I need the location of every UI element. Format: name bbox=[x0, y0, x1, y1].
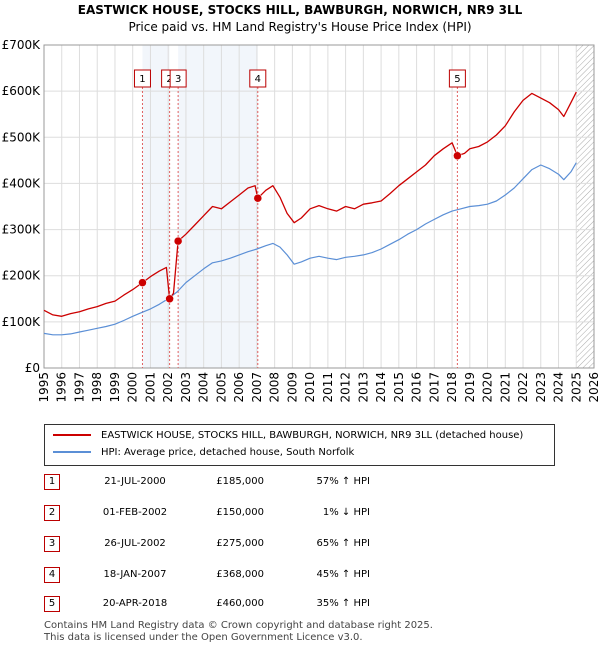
sale-number: 2 bbox=[44, 505, 60, 521]
y-tick-label: £100K bbox=[2, 315, 42, 329]
x-tick-label: 2026 bbox=[587, 372, 600, 403]
x-tick-label: 2014 bbox=[374, 372, 388, 403]
x-tick-label: 1995 bbox=[37, 372, 51, 403]
plot-frame bbox=[43, 44, 595, 369]
x-tick-label: 2001 bbox=[143, 372, 157, 403]
x-tick-label: 2023 bbox=[534, 372, 548, 403]
x-tick-label: 2025 bbox=[569, 372, 583, 403]
sale-point bbox=[173, 236, 183, 246]
x-tick-label: 1998 bbox=[90, 372, 104, 403]
sale-point bbox=[165, 294, 174, 304]
sale-price: £275,000 bbox=[216, 538, 264, 549]
sale-number: 4 bbox=[44, 567, 60, 583]
y-tick-label: £300K bbox=[2, 223, 42, 237]
sale-hpi-change: 45% ↑ HPI bbox=[316, 569, 370, 580]
sale-hpi-change: 35% ↑ HPI bbox=[316, 598, 370, 609]
x-tick-label: 2024 bbox=[552, 372, 566, 403]
sale-hpi-change: 57% ↑ HPI bbox=[316, 476, 370, 487]
sale-price: £150,000 bbox=[216, 507, 264, 518]
sale-marker-box bbox=[133, 69, 151, 88]
sale-shading bbox=[178, 45, 258, 368]
hpi-line bbox=[43, 162, 577, 336]
x-tick-label: 2010 bbox=[303, 372, 317, 403]
legend-item-property: EASTWICK HOUSE, STOCKS HILL, BAWBURGH, N… bbox=[53, 428, 523, 444]
sale-marker-label: 5 bbox=[454, 74, 460, 85]
sale-point bbox=[138, 278, 147, 287]
sale-price: £185,000 bbox=[216, 476, 264, 487]
forecast-hatch bbox=[576, 45, 594, 368]
x-tick-label: 2019 bbox=[463, 372, 477, 403]
sale-price: £460,000 bbox=[216, 598, 264, 609]
x-tick-label: 1999 bbox=[108, 372, 122, 403]
sale-marker-box bbox=[169, 69, 187, 88]
x-tick-label: 2011 bbox=[321, 372, 335, 403]
sale-point bbox=[453, 151, 462, 160]
x-tick-label: 2007 bbox=[250, 372, 264, 403]
sale-price: £368,000 bbox=[216, 569, 264, 580]
x-tick-label: 2009 bbox=[285, 372, 299, 403]
y-tick-label: £500K bbox=[2, 130, 42, 144]
sale-marker-box bbox=[448, 69, 466, 88]
y-tick-label: £600K bbox=[2, 84, 42, 98]
x-tick-label: 2016 bbox=[410, 372, 424, 403]
y-tick-label: £400K bbox=[2, 176, 42, 190]
y-tick-label: £700K bbox=[2, 38, 42, 52]
chart-title: EASTWICK HOUSE, STOCKS HILL, BAWBURGH, N… bbox=[77, 3, 523, 17]
chart-subtitle: Price paid vs. HM Land Registry's House … bbox=[128, 20, 472, 34]
legend-item-hpi: HPI: Average price, detached house, Sout… bbox=[53, 445, 354, 461]
x-tick-label: 2017 bbox=[427, 372, 441, 403]
sale-number: 3 bbox=[44, 536, 60, 552]
x-tick-label: 2005 bbox=[214, 372, 228, 403]
sale-number: 1 bbox=[44, 474, 60, 490]
legend-swatch-hpi bbox=[53, 451, 91, 453]
sale-marker-label: 1 bbox=[139, 74, 145, 85]
sale-shading bbox=[142, 45, 170, 368]
x-tick-label: 2002 bbox=[161, 372, 175, 403]
sale-marker-label: 2 bbox=[166, 74, 172, 85]
x-tick-label: 2003 bbox=[179, 372, 193, 403]
sale-date: 01-FEB-2002 bbox=[102, 507, 168, 518]
x-tick-label: 2006 bbox=[232, 372, 246, 403]
x-tick-label: 2000 bbox=[126, 372, 140, 403]
sale-marker-label: 4 bbox=[255, 74, 261, 85]
x-tick-label: 2020 bbox=[481, 372, 495, 403]
sale-point bbox=[253, 193, 263, 203]
x-tick-label: 1996 bbox=[55, 372, 69, 403]
legend-label-property: EASTWICK HOUSE, STOCKS HILL, BAWBURGH, N… bbox=[101, 430, 524, 441]
sale-date: 26-JUL-2002 bbox=[104, 538, 166, 549]
y-tick-label: £200K bbox=[2, 269, 42, 283]
x-tick-label: 2015 bbox=[392, 372, 406, 403]
legend-swatch-property bbox=[53, 434, 91, 436]
x-tick-label: 2004 bbox=[197, 372, 211, 403]
sale-number: 5 bbox=[44, 596, 60, 612]
x-tick-label: 1997 bbox=[72, 372, 86, 403]
x-tick-label: 2013 bbox=[356, 372, 370, 403]
sale-hpi-change: 65% ↑ HPI bbox=[316, 538, 370, 549]
sale-marker-box bbox=[249, 69, 267, 88]
footer: Contains HM Land Registry data © Crown c… bbox=[44, 620, 433, 644]
sale-marker-label: 3 bbox=[175, 74, 181, 85]
legend-label-hpi: HPI: Average price, detached house, Sout… bbox=[101, 447, 355, 458]
x-tick-label: 2022 bbox=[516, 372, 530, 403]
footer-licence: This data is licensed under the Open Gov… bbox=[44, 632, 363, 643]
x-tick-label: 2012 bbox=[339, 372, 353, 403]
footer-copyright: Contains HM Land Registry data © Crown c… bbox=[44, 620, 433, 631]
sale-date: 18-JAN-2007 bbox=[103, 569, 167, 580]
x-tick-label: 2021 bbox=[498, 372, 512, 403]
plot-area bbox=[44, 45, 594, 368]
x-tick-label: 2018 bbox=[445, 372, 459, 403]
legend: EASTWICK HOUSE, STOCKS HILL, BAWBURGH, N… bbox=[44, 424, 555, 466]
sale-hpi-change: 1% ↓ HPI bbox=[322, 507, 370, 518]
x-tick-label: 2008 bbox=[268, 372, 282, 403]
sale-date: 21-JUL-2000 bbox=[104, 476, 166, 487]
sale-date: 20-APR-2018 bbox=[102, 598, 168, 609]
price-chart: £0 £100K £200K £300K £400K £500K £600K £700K 199… bbox=[2, 38, 600, 403]
y-tick-label: £0 bbox=[25, 361, 40, 375]
